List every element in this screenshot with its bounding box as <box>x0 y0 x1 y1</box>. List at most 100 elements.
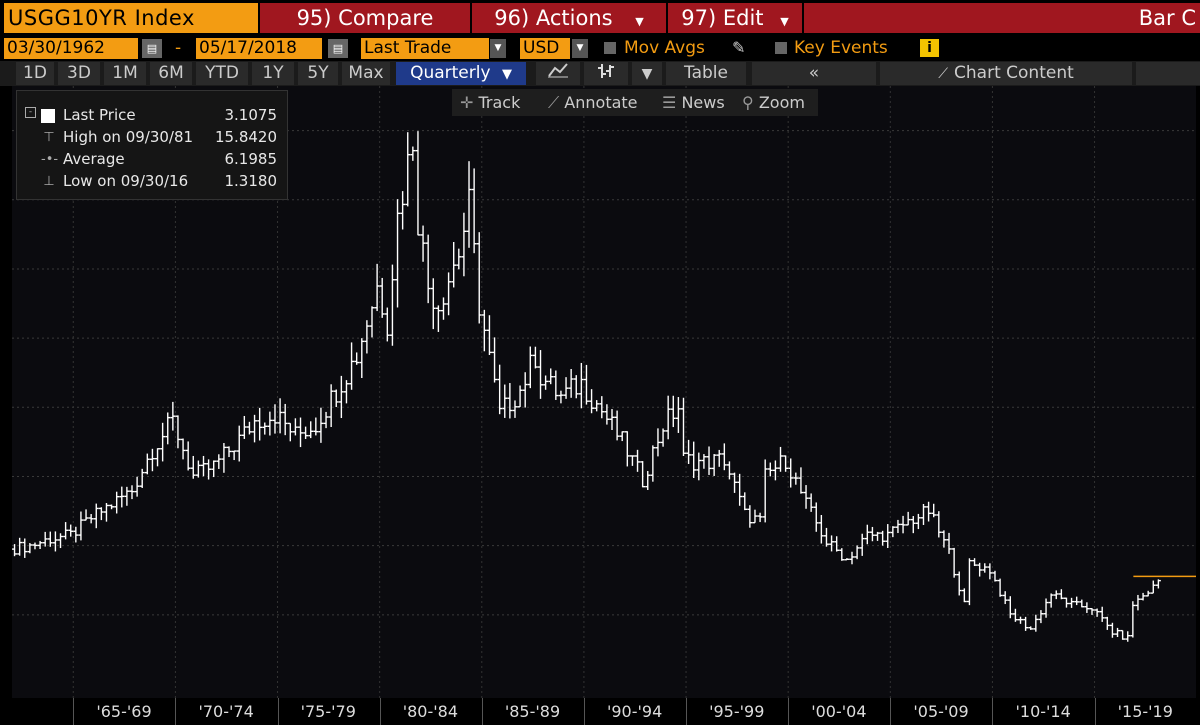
pencil-icon[interactable]: ✎ <box>732 38 746 57</box>
x-tick-label: '15-'19 <box>1117 702 1173 721</box>
period-3d[interactable]: 3D <box>58 62 100 85</box>
chevron-down-icon: ▼ <box>780 15 789 28</box>
crosshair-icon: ✛ <box>460 93 474 112</box>
chart-tools: ✛ Track ⟋ Annotate ☰ News ⚲ Zoom <box>452 89 818 116</box>
edit-label: 97) Edit <box>681 6 764 30</box>
x-tick-mark <box>992 698 994 725</box>
chart-area[interactable] <box>12 86 1196 698</box>
mov-avgs-label: Mov Avgs <box>624 38 705 58</box>
x-tick-mark <box>277 698 279 725</box>
magnifier-icon: ⚲ <box>742 93 754 112</box>
key-events-label: Key Events <box>794 38 888 58</box>
edit-button[interactable]: 97) Edit ▼ <box>668 3 802 33</box>
legend-high: ⊤ High on 09/30/81 15.8420 <box>17 127 287 149</box>
x-tick-label: '05-'09 <box>913 702 969 721</box>
x-axis: '65-'69 '70-'74 '75-'79 '80-'84 '85-'89 '90-'… <box>12 698 1200 725</box>
price-series <box>12 131 1161 642</box>
period-1y[interactable]: 1Y <box>252 62 294 85</box>
legend-collapse-icon[interactable]: - <box>25 107 36 118</box>
period-1d[interactable]: 1D <box>16 62 54 85</box>
price-chart <box>12 86 1196 698</box>
x-tick-label: '85-'89 <box>504 702 561 721</box>
x-tick-mark <box>175 698 177 725</box>
period-1m[interactable]: 1M <box>104 62 146 85</box>
period-ytd[interactable]: YTD <box>196 62 248 85</box>
average-marker-icon: -•- <box>41 152 59 167</box>
end-date-field[interactable]: 05/17/2018 <box>196 38 322 59</box>
chart-content-icon: ⟋ <box>938 66 949 82</box>
start-date-field[interactable]: 03/30/1962 <box>4 38 138 59</box>
period-5y[interactable]: 5Y <box>298 62 338 85</box>
low-marker-icon: ⊥ <box>43 174 55 189</box>
news-icon: ☰ <box>662 93 677 112</box>
legend-last-price: Last Price 3.1075 <box>17 105 287 127</box>
x-tick-label: '75-'79 <box>300 702 356 721</box>
info-icon[interactable]: i <box>920 39 939 57</box>
chart-style-button[interactable]: Bar C <box>804 3 1200 33</box>
key-events-checkbox[interactable] <box>775 42 787 54</box>
frequency-selector[interactable]: Quarterly ▼ <box>396 62 526 85</box>
x-tick-label: '65-'69 <box>96 702 152 721</box>
date-separator: - <box>175 38 182 58</box>
x-tick-label: '10-'14 <box>1015 702 1071 721</box>
period-6m[interactable]: 6M <box>150 62 192 85</box>
calendar-icon[interactable]: ▤ <box>142 39 162 58</box>
x-tick-mark <box>379 698 381 725</box>
zoom-tool[interactable]: ⚲ Zoom <box>742 89 805 116</box>
ticker-field[interactable]: USGG10YR Index <box>4 3 258 33</box>
x-tick-label: '90-'94 <box>606 702 663 721</box>
period-max[interactable]: Max <box>342 62 390 85</box>
legend: Last Price 3.1075 ⊤ High on 09/30/81 15.… <box>16 90 288 200</box>
title-bar: USGG10YR Index 95) Compare 96) Actions ▼… <box>0 0 1200 35</box>
legend-label: Last Price <box>63 106 136 124</box>
chart-content-button[interactable]: ⟋ Chart Content <box>880 62 1132 85</box>
legend-value: 3.1075 <box>224 106 278 124</box>
actions-button[interactable]: 96) Actions ▼ <box>472 3 666 33</box>
currency-selector[interactable]: USD <box>520 38 570 59</box>
controls-bar: 03/30/1962 ▤ - 05/17/2018 ▤ Last Trade ▼… <box>0 36 1200 60</box>
legend-value: 15.8420 <box>214 128 277 146</box>
bar-chart-icon[interactable] <box>584 62 628 85</box>
track-label: Track <box>478 93 521 112</box>
legend-label: Low on 09/30/16 <box>63 172 189 190</box>
news-tool[interactable]: ☰ News <box>662 89 725 116</box>
frequency-label: Quarterly <box>410 63 491 83</box>
field-selector[interactable]: Last Trade <box>361 38 489 59</box>
annotate-label: Annotate <box>564 93 638 112</box>
zoom-label: Zoom <box>758 93 805 112</box>
line-chart-icon[interactable] <box>536 62 580 85</box>
x-tick-mark <box>481 698 483 725</box>
high-marker-icon: ⊤ <box>43 130 55 145</box>
annotate-icon: ⟋ <box>548 93 560 112</box>
legend-label: Average <box>63 150 125 168</box>
legend-swatch <box>41 109 55 123</box>
chevron-down-icon[interactable]: ▼ <box>490 39 506 58</box>
collapse-button[interactable]: « <box>752 62 876 85</box>
x-tick-label: '00-'04 <box>811 702 867 721</box>
legend-average: -•- Average 6.1985 <box>17 149 287 171</box>
chevron-down-icon[interactable]: ▼ <box>572 39 588 58</box>
x-tick-mark <box>73 698 75 725</box>
legend-value: 1.3180 <box>224 172 278 190</box>
annotate-tool[interactable]: ⟋ Annotate <box>548 89 638 116</box>
calendar-icon[interactable]: ▤ <box>328 39 348 58</box>
news-label: News <box>681 93 725 112</box>
x-tick-mark <box>788 698 790 725</box>
chevron-down-icon: ▼ <box>635 15 644 28</box>
x-tick-mark <box>583 698 585 725</box>
table-button[interactable]: Table <box>666 62 746 85</box>
x-tick-mark <box>890 698 892 725</box>
period-toolbar: 1D 3D 1M 6M YTD 1Y 5Y Max Quarterly ▼ ▼ … <box>0 61 1200 86</box>
track-tool[interactable]: ✛ Track <box>460 89 520 116</box>
legend-label: High on 09/30/81 <box>63 128 194 146</box>
mov-avgs-checkbox[interactable] <box>604 42 616 54</box>
x-tick-mark <box>1094 698 1096 725</box>
compare-button[interactable]: 95) Compare <box>260 3 470 33</box>
legend-low: ⊥ Low on 09/30/16 1.3180 <box>17 171 287 193</box>
chevron-down-icon[interactable]: ▼ <box>632 62 662 85</box>
actions-label: 96) Actions <box>494 6 613 30</box>
x-tick-label: '80-'84 <box>402 702 459 721</box>
x-tick-mark <box>686 698 688 725</box>
legend-value: 6.1985 <box>224 150 278 168</box>
x-tick-label: '95-'99 <box>709 702 765 721</box>
